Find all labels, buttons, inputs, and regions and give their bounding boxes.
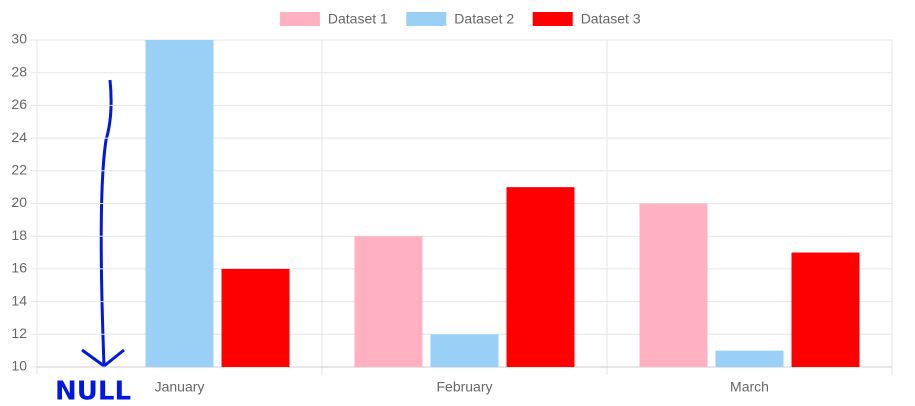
bar: [639, 203, 708, 367]
legend-swatch: [406, 12, 447, 26]
y-tick-label: 16: [11, 260, 27, 276]
y-tick-label: 18: [11, 227, 27, 243]
bar: [354, 236, 423, 367]
annotation-arrowhead: [81, 348, 125, 368]
y-tick-label: 28: [11, 63, 27, 79]
y-tick-label: 20: [11, 194, 27, 210]
y-tick-label: 14: [11, 292, 27, 308]
y-tick-label: 12: [11, 325, 27, 341]
y-tick-label: 26: [11, 96, 27, 112]
legend-label: Dataset 1: [328, 11, 388, 27]
bar: [791, 252, 860, 367]
annotation-arrow: [99, 79, 113, 366]
annotation: NULL: [55, 377, 131, 406]
x-tick-label: January: [155, 379, 205, 395]
y-tick-label: 30: [11, 31, 27, 47]
y-tick-label: 10: [11, 358, 27, 374]
x-tick-label: February: [436, 379, 492, 395]
bar: [430, 334, 499, 367]
bar: [715, 350, 784, 367]
y-tick-label: 22: [11, 162, 27, 178]
legend-swatch: [279, 12, 320, 26]
y-tick-label: 24: [11, 129, 27, 145]
legend-swatch: [532, 12, 573, 26]
x-tick-label: March: [730, 379, 769, 395]
bar: [221, 268, 290, 367]
bar: [145, 40, 214, 367]
legend-label: Dataset 2: [454, 11, 514, 27]
bar: [506, 187, 575, 367]
legend-label: Dataset 3: [581, 11, 641, 27]
